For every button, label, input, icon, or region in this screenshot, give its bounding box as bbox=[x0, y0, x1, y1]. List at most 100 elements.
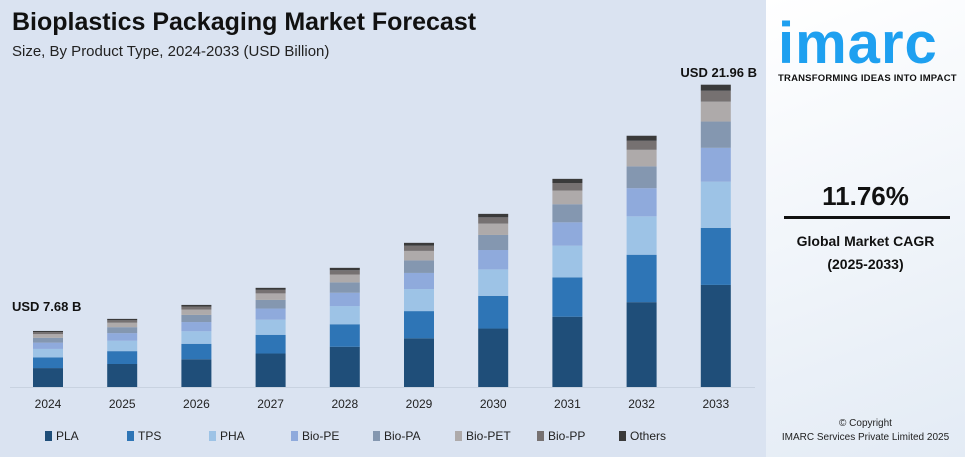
bar-segment-tps-2031 bbox=[552, 277, 583, 317]
bar-segment-bio-pe-2030 bbox=[478, 250, 509, 270]
bar-segment-others-2030 bbox=[478, 213, 509, 218]
legend-item-tps: TPS bbox=[127, 429, 209, 443]
bar-segment-others-2033 bbox=[700, 84, 731, 91]
legend-label: Others bbox=[630, 429, 667, 443]
bar-segment-pha-2033 bbox=[700, 181, 731, 228]
chart-subtitle: Size, By Product Type, 2024-2033 (USD Bi… bbox=[12, 43, 330, 60]
imarc-logo: imarc bbox=[778, 11, 938, 76]
bar-segment-others-2027 bbox=[255, 287, 286, 290]
bar-segment-pla-2033 bbox=[700, 284, 731, 387]
legend-item-bio-pet: Bio-PET bbox=[455, 429, 537, 443]
x-tick-label: 2028 bbox=[331, 397, 358, 411]
bar-segment-bio-pp-2031 bbox=[552, 183, 583, 191]
legend-item-bio-pp: Bio-PP bbox=[537, 429, 619, 443]
legend-swatch bbox=[619, 431, 626, 441]
x-tick-label: 2031 bbox=[554, 397, 581, 411]
bar-segment-others-2029 bbox=[404, 242, 434, 246]
side-panel: imarc TRANSFORMING IDEAS INTO IMPACT 11.… bbox=[766, 0, 965, 457]
x-tick-label: 2024 bbox=[35, 397, 62, 411]
bar-segment-pha-2032 bbox=[626, 216, 657, 255]
legend-swatch bbox=[373, 431, 380, 441]
legend-swatch bbox=[127, 431, 134, 441]
legend-item-pla: PLA bbox=[45, 429, 127, 443]
bar-segment-pla-2026 bbox=[181, 359, 212, 387]
data-label-last: USD 21.96 B bbox=[680, 65, 757, 80]
bar-segment-bio-pet-2024 bbox=[33, 334, 63, 338]
bar-segment-bio-pa-2031 bbox=[552, 204, 583, 223]
legend-label: Bio-PE bbox=[302, 429, 340, 443]
x-tick-label: 2029 bbox=[406, 397, 433, 411]
bar-segment-bio-pe-2028 bbox=[329, 292, 360, 307]
bar-segment-others-2032 bbox=[626, 135, 657, 141]
bar-segment-bio-pa-2024 bbox=[33, 337, 63, 343]
bar-segment-pha-2026 bbox=[181, 331, 212, 344]
bar-segment-pha-2028 bbox=[329, 306, 360, 325]
bar-segment-pla-2024 bbox=[33, 368, 63, 387]
bar-segment-bio-pe-2029 bbox=[404, 272, 434, 290]
bar-segment-tps-2026 bbox=[181, 343, 212, 360]
bar-segment-bio-pa-2028 bbox=[329, 282, 360, 293]
chart-title: Bioplastics Packaging Market Forecast bbox=[12, 8, 477, 36]
bar-segment-bio-pa-2030 bbox=[478, 234, 509, 251]
bar-segment-pla-2032 bbox=[626, 302, 657, 387]
bar-segment-others-2028 bbox=[329, 267, 360, 271]
bar-segment-bio-pet-2031 bbox=[552, 190, 583, 205]
bar-segment-others-2024 bbox=[33, 330, 63, 333]
bar-segment-bio-pp-2030 bbox=[478, 217, 509, 224]
bar-segment-bio-pe-2026 bbox=[181, 322, 212, 332]
bar-segment-tps-2027 bbox=[255, 334, 286, 354]
legend-swatch bbox=[291, 431, 298, 441]
bar-segment-bio-pet-2025 bbox=[107, 322, 138, 328]
copyright-owner: IMARC Services Private Limited 2025 bbox=[781, 432, 950, 443]
bar-segment-bio-pp-2029 bbox=[404, 245, 434, 251]
legend-swatch bbox=[537, 431, 544, 441]
bar-segment-others-2026 bbox=[181, 304, 212, 307]
bar-segment-bio-pet-2032 bbox=[626, 149, 657, 167]
bar-segment-pha-2025 bbox=[107, 340, 138, 352]
bar-segment-bio-pe-2031 bbox=[552, 222, 583, 246]
bar-segment-tps-2028 bbox=[329, 324, 360, 347]
bar-segment-bio-pet-2028 bbox=[329, 274, 360, 283]
bar-segment-bio-pp-2024 bbox=[33, 332, 63, 335]
bar-segment-bio-pe-2027 bbox=[255, 308, 286, 320]
bar-segment-bio-pe-2025 bbox=[107, 333, 138, 341]
data-label-first: USD 7.68 B bbox=[12, 299, 81, 314]
stacked-bar-chart: 2024 2025 2026 2027 2028 2029 2030 2031 2032 2033… bbox=[10, 65, 757, 411]
bar-segment-bio-pet-2029 bbox=[404, 250, 434, 261]
copyright: © Copyright bbox=[839, 418, 892, 429]
bar-segment-pla-2031 bbox=[552, 316, 583, 387]
bar-segment-tps-2030 bbox=[478, 295, 509, 329]
legend-swatch bbox=[209, 431, 216, 441]
bar-segment-pla-2028 bbox=[329, 346, 360, 387]
cagr-period: (2025-2033) bbox=[827, 256, 904, 272]
x-tick-label: 2025 bbox=[109, 397, 136, 411]
bar-segment-bio-pp-2026 bbox=[181, 306, 212, 310]
bar-segment-pla-2030 bbox=[478, 328, 509, 387]
tagline: TRANSFORMING IDEAS INTO IMPACT bbox=[778, 73, 957, 84]
legend: PLA TPS PHA Bio-PE Bio-PA Bio-PET Bio-PP Others bbox=[45, 429, 701, 443]
bar-segment-bio-pet-2027 bbox=[255, 293, 286, 300]
bar-segment-bio-pe-2032 bbox=[626, 188, 657, 217]
legend-item-others: Others bbox=[619, 429, 701, 443]
bar-segment-pla-2027 bbox=[255, 353, 286, 387]
bar-segment-others-2025 bbox=[107, 318, 138, 321]
legend-item-bio-pe: Bio-PE bbox=[291, 429, 373, 443]
x-tick-label: 2032 bbox=[628, 397, 655, 411]
bar-segment-pha-2024 bbox=[33, 348, 63, 358]
bar-segment-bio-pa-2029 bbox=[404, 260, 434, 273]
bar-segment-bio-pp-2027 bbox=[255, 289, 286, 294]
bar-segment-bio-pe-2033 bbox=[700, 147, 731, 182]
legend-label: TPS bbox=[138, 429, 162, 443]
bar-segment-pla-2025 bbox=[107, 363, 138, 387]
bar-segment-others-2031 bbox=[552, 178, 583, 184]
legend-swatch bbox=[455, 431, 462, 441]
bar-segment-bio-pp-2028 bbox=[329, 270, 360, 275]
legend-label: Bio-PET bbox=[466, 429, 511, 443]
bar-segment-tps-2025 bbox=[107, 351, 138, 364]
legend-item-pha: PHA bbox=[209, 429, 291, 443]
bar-segment-pha-2029 bbox=[404, 289, 434, 312]
legend-item-bio-pa: Bio-PA bbox=[373, 429, 455, 443]
bar-segment-bio-pet-2030 bbox=[478, 223, 509, 235]
bar-segment-bio-pa-2025 bbox=[107, 327, 138, 334]
x-tick-label: 2030 bbox=[480, 397, 507, 411]
